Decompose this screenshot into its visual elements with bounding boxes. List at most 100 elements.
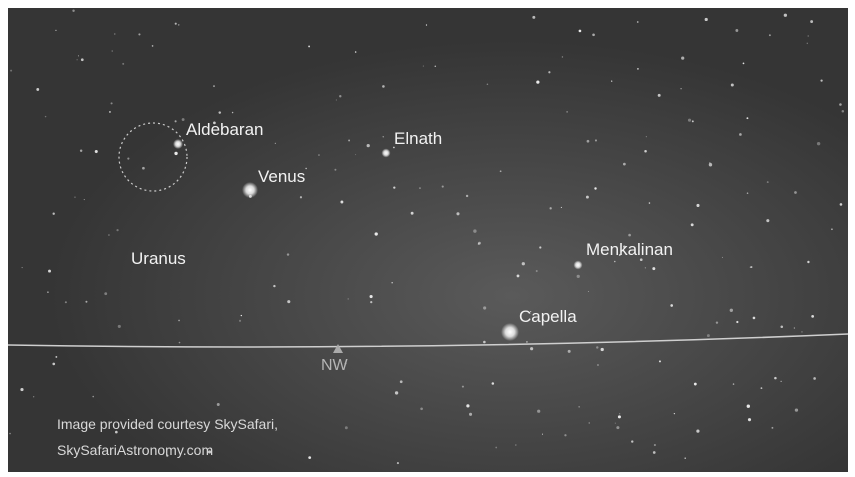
star bbox=[232, 112, 234, 114]
star bbox=[817, 142, 820, 145]
star bbox=[219, 111, 221, 113]
star-menkalinan bbox=[574, 261, 583, 270]
star bbox=[492, 382, 495, 385]
star-aldebaran bbox=[173, 139, 183, 149]
star bbox=[423, 66, 424, 67]
star bbox=[597, 364, 599, 366]
star bbox=[109, 111, 111, 113]
star bbox=[644, 150, 646, 152]
star bbox=[688, 119, 691, 122]
star bbox=[52, 363, 55, 366]
star bbox=[287, 253, 289, 255]
star bbox=[348, 298, 349, 299]
star bbox=[530, 347, 533, 350]
star bbox=[45, 116, 46, 117]
star bbox=[820, 79, 822, 81]
star bbox=[587, 140, 590, 143]
star bbox=[761, 387, 763, 389]
star bbox=[182, 118, 185, 121]
star bbox=[659, 360, 661, 362]
star bbox=[730, 309, 733, 312]
star bbox=[646, 136, 647, 137]
star bbox=[808, 35, 809, 36]
star bbox=[118, 325, 121, 328]
star bbox=[736, 321, 738, 323]
label-menkalinan: Menkalinan bbox=[586, 240, 673, 259]
star bbox=[542, 434, 543, 435]
star bbox=[577, 275, 580, 278]
star bbox=[691, 223, 694, 226]
star bbox=[33, 396, 34, 397]
star bbox=[561, 207, 562, 208]
star bbox=[562, 56, 563, 57]
star bbox=[616, 426, 619, 429]
star bbox=[747, 192, 749, 194]
star bbox=[495, 447, 497, 449]
star bbox=[733, 383, 734, 384]
star bbox=[375, 232, 378, 235]
star bbox=[65, 301, 67, 303]
label-venus: Venus bbox=[258, 167, 305, 186]
star bbox=[550, 207, 552, 209]
star bbox=[652, 267, 655, 270]
star bbox=[426, 24, 427, 25]
star bbox=[794, 327, 795, 328]
star bbox=[649, 202, 651, 204]
star bbox=[743, 62, 745, 64]
star bbox=[81, 58, 84, 61]
star bbox=[548, 71, 550, 73]
star bbox=[127, 158, 129, 160]
star bbox=[178, 24, 179, 25]
star bbox=[628, 234, 631, 237]
star bbox=[370, 301, 372, 303]
star bbox=[500, 170, 502, 172]
star-elnath bbox=[382, 149, 391, 158]
star bbox=[722, 257, 723, 258]
star bbox=[813, 377, 816, 380]
star bbox=[114, 34, 115, 35]
star bbox=[442, 185, 444, 187]
star bbox=[623, 163, 626, 166]
star bbox=[383, 136, 384, 137]
star bbox=[382, 85, 385, 88]
star bbox=[355, 154, 356, 155]
label-direction: NW bbox=[321, 357, 349, 374]
star bbox=[22, 267, 23, 268]
star bbox=[517, 275, 520, 278]
star bbox=[748, 418, 751, 421]
star bbox=[753, 317, 756, 320]
star bbox=[619, 413, 620, 414]
star bbox=[731, 83, 734, 86]
star bbox=[618, 415, 621, 418]
star bbox=[631, 440, 633, 442]
star bbox=[456, 212, 459, 215]
star bbox=[48, 270, 51, 273]
star bbox=[769, 34, 771, 36]
star-capella bbox=[501, 323, 519, 341]
planet-venus bbox=[242, 182, 258, 198]
star bbox=[355, 51, 357, 53]
star bbox=[55, 356, 57, 358]
star bbox=[601, 348, 604, 351]
star bbox=[72, 9, 74, 11]
star bbox=[397, 462, 399, 464]
star bbox=[152, 45, 154, 47]
star bbox=[393, 186, 395, 188]
star bbox=[654, 444, 656, 446]
star bbox=[658, 94, 661, 97]
star bbox=[735, 29, 738, 32]
star bbox=[112, 50, 113, 51]
star bbox=[674, 413, 675, 414]
star bbox=[78, 55, 79, 56]
star bbox=[116, 229, 118, 231]
star bbox=[588, 291, 589, 292]
star bbox=[9, 433, 11, 435]
star bbox=[586, 196, 589, 199]
star bbox=[419, 187, 420, 188]
star bbox=[138, 33, 140, 35]
star bbox=[746, 117, 748, 119]
label-aldebaran: Aldebaran bbox=[186, 120, 264, 139]
star bbox=[487, 84, 489, 86]
star bbox=[766, 219, 769, 222]
star bbox=[55, 30, 56, 31]
